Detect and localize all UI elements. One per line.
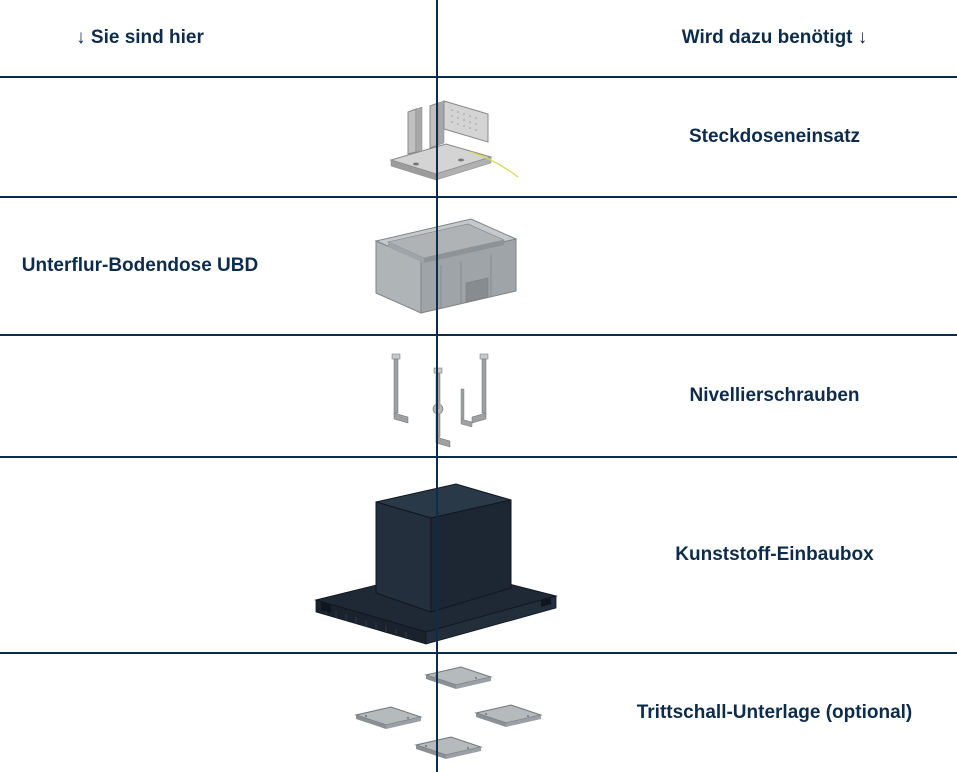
row3-left-label [0, 547, 280, 563]
down-arrow-icon: ↓ [858, 27, 868, 48]
header-left-label: Sie sind hier [91, 27, 204, 48]
row2-right-label: Nivellierschrauben [592, 376, 957, 417]
row4-left-label [0, 705, 280, 721]
down-arrow-icon: ↓ [76, 27, 86, 48]
row-floor-box: Unterflur-Bodendose UBD [0, 198, 957, 336]
diagram-container: ↓ Sie sind hier Wird dazu benötigt ↓ [0, 0, 957, 772]
row-leveling-screws: Nivellierschrauben [0, 336, 957, 458]
row0-left-label [0, 129, 280, 145]
header-right: Wird dazu benötigt ↓ [592, 18, 957, 59]
header-right-label: Wird dazu benötigt [682, 27, 853, 48]
row4-right-label: Trittschall-Unterlage (optional) [592, 693, 957, 734]
header-left: ↓ Sie sind hier [0, 18, 280, 59]
row-plastic-box: Kunststoff-Einbaubox [0, 458, 957, 654]
row-socket-insert: Steckdoseneinsatz [0, 78, 957, 198]
row1-right-label [592, 258, 957, 274]
row1-left-label: Unterflur-Bodendose UBD [0, 246, 280, 287]
row-pads: Trittschall-Unterlage (optional) [0, 654, 957, 772]
row3-right-label: Kunststoff-Einbaubox [592, 535, 957, 576]
header-row: ↓ Sie sind hier Wird dazu benötigt ↓ [0, 0, 957, 78]
vertical-divider [436, 0, 438, 772]
row2-left-label [0, 388, 280, 404]
row0-right-label: Steckdoseneinsatz [592, 117, 957, 158]
